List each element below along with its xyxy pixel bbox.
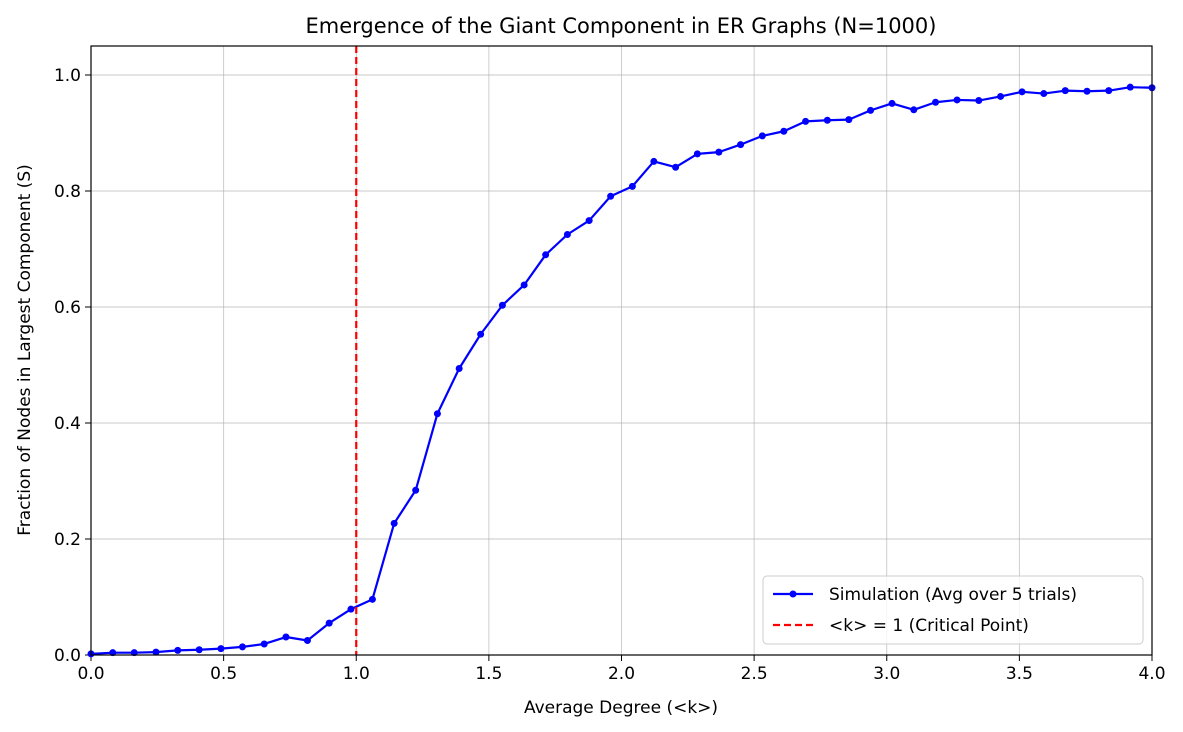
legend-simulation-marker [789,590,797,598]
simulation-data-point [1105,87,1113,95]
simulation-data-point [412,486,420,494]
simulation-data-point [867,106,875,114]
simulation-data-point [152,648,160,656]
simulation-data-point [845,116,853,124]
x-tick-label: 0.0 [77,664,104,684]
x-tick-label: 1.5 [475,664,502,684]
simulation-data-point [758,132,766,140]
x-tick-label: 1.0 [343,664,370,684]
x-axis-label: Average Degree (<k>) [524,698,718,718]
y-tick-label: 0.6 [54,298,81,318]
simulation-data-point [498,301,506,309]
simulation-data-point [780,127,788,135]
y-axis-label: Fraction of Nodes in Largest Component (… [15,164,35,536]
simulation-data-point [953,96,961,104]
plot-frame [90,45,1153,656]
simulation-data-point [975,97,983,105]
simulation-data-point [650,157,658,165]
simulation-data-point [303,637,311,644]
y-axis-ticks: 0.0 0.2 0.4 0.6 0.8 1.0 [54,66,91,666]
simulation-data-point [325,619,333,627]
legend-box [762,575,1144,645]
simulation-data-point [802,117,810,125]
simulation-data-point [217,645,225,653]
simulation-data-point [737,141,745,149]
simulation-data-point [563,231,571,238]
simulation-data-point [195,646,203,654]
grid-lines [90,46,1153,656]
simulation-data-point [260,640,268,648]
y-tick-label: 0.0 [54,646,81,666]
simulation-data-point [282,633,290,641]
legend: Simulation (Avg over 5 trials) <k> = 1 (… [762,575,1144,645]
y-tick-label: 1.0 [54,66,81,86]
simulation-data-point [628,182,636,190]
simulation-data-point [607,192,615,200]
simulation-data-point [715,148,723,156]
x-tick-label: 0.5 [210,664,237,684]
x-tick-label: 3.5 [1006,664,1033,684]
y-tick-label: 0.8 [54,182,81,202]
simulation-data-point [672,163,680,171]
simulation-data-point [585,217,593,225]
simulation-data-point [368,595,376,603]
x-tick-label: 2.0 [608,664,635,684]
simulation-data-point [693,150,701,158]
simulation-data-point [1018,88,1026,96]
x-tick-label: 2.5 [741,664,768,684]
series-layer [87,46,1156,658]
simulation-data-point [433,410,441,418]
simulation-data-point [823,116,831,124]
simulation-data-point [542,251,550,259]
simulation-data-point [997,92,1005,100]
y-tick-label: 0.2 [54,530,81,550]
simulation-data-point [477,330,485,338]
x-tick-label: 3.0 [873,664,900,684]
simulation-data-point [347,605,355,613]
simulation-data-point [520,281,528,289]
simulation-data-point [174,646,182,654]
simulation-data-point [910,106,918,114]
simulation-data-point [1126,83,1134,91]
simulation-data-point [1061,87,1069,95]
x-axis-ticks: 0.0 0.5 1.0 1.5 2.0 2.5 3.0 3.5 4.0 [77,655,1166,684]
simulation-data-point [455,364,463,372]
simulation-data-point [932,98,940,106]
legend-critical-label: <k> = 1 (Critical Point) [829,616,1029,636]
simulation-data-point [390,519,398,527]
y-tick-label: 0.4 [54,414,81,434]
plot-area: 0.0 0.5 1.0 1.5 2.0 2.5 3.0 3.5 4.0 0.0 0.2 0.4 0.6… [54,45,1166,684]
simulation-series-line [90,86,1153,655]
chart-title: Emergence of the Giant Component in ER G… [306,14,937,38]
simulation-data-point [238,643,246,651]
legend-simulation-label: Simulation (Avg over 5 trials) [829,585,1077,605]
simulation-data-point [1040,90,1048,98]
x-tick-label: 4.0 [1138,664,1165,684]
simulation-data-point [888,99,896,107]
simulation-data-point [1083,87,1091,95]
